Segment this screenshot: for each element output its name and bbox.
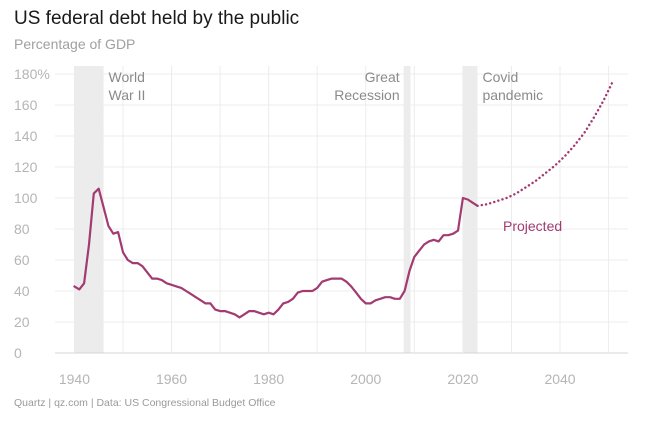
y-tick-label: 20 (14, 314, 30, 330)
period-label: Covid (482, 69, 518, 85)
x-tick-label: 1940 (59, 371, 90, 387)
y-axis: 0 20 40 60 80 100 120 140 160 180% (14, 66, 50, 361)
period-labels: World War II Great Recession Covid pandemic (109, 69, 544, 103)
y-tick-label: 40 (14, 283, 30, 299)
y-tick-label: 180% (14, 66, 50, 82)
chart-source: Quartz | qz.com | Data: US Congressional… (14, 397, 276, 409)
x-tick-label: 1980 (253, 371, 284, 387)
x-tick-label: 1960 (156, 371, 187, 387)
shade-band-2 (462, 66, 478, 353)
x-tick-label: 2020 (447, 371, 478, 387)
y-tick-label: 160 (14, 97, 38, 113)
shade-band-0 (74, 66, 104, 353)
y-tick-label: 0 (14, 345, 22, 361)
x-tick-label: 2000 (350, 371, 381, 387)
y-tick-label: 60 (14, 252, 30, 268)
chart-grid (55, 66, 628, 354)
y-tick-label: 140 (14, 128, 38, 144)
period-label: Recession (334, 87, 399, 103)
chart-subtitle: Percentage of GDP (14, 36, 136, 52)
shade-band-1 (403, 66, 411, 353)
series-lines (73, 78, 615, 319)
series-line-projected (476, 78, 615, 208)
series-line-historical (73, 187, 479, 319)
shaded-periods (74, 66, 478, 353)
projected-label: Projected (503, 218, 562, 234)
y-tick-label: 80 (14, 221, 30, 237)
period-label: War II (109, 87, 146, 103)
y-tick-label: 100 (14, 190, 38, 206)
period-label: World (109, 69, 145, 85)
y-tick-label: 120 (14, 159, 38, 175)
period-label: Great (365, 69, 400, 85)
x-tick-label: 2040 (544, 371, 575, 387)
period-label: pandemic (482, 87, 543, 103)
x-axis: 1940 1960 1980 2000 2020 2040 (59, 371, 576, 387)
chart-title: US federal debt held by the public (14, 8, 300, 29)
